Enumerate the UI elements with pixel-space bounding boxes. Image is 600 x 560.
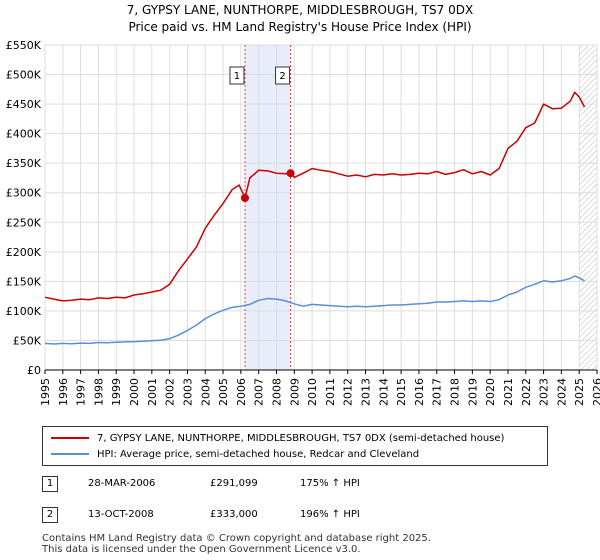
chart-title: 7, GYPSY LANE, NUNTHORPE, MIDDLESBROUGH,…: [126, 3, 474, 17]
footer-copyright: Contains HM Land Registry data © Crown c…: [42, 533, 431, 544]
transaction-number: 1: [42, 476, 58, 492]
y-tick-label: £50K: [13, 334, 42, 347]
x-tick-label: 2010: [306, 378, 319, 406]
y-tick-label: £300K: [6, 187, 42, 200]
y-tick-label: £100K: [6, 305, 42, 318]
legend: 7, GYPSY LANE, NUNTHORPE, MIDDLESBROUGH,…: [42, 426, 548, 466]
legend-item-hpi: HPI: Average price, semi-detached house,…: [51, 447, 419, 461]
transaction-hpi: 196% ↑ HPI: [300, 509, 360, 520]
x-tick-label: 2021: [502, 378, 515, 406]
x-tick-label: 2015: [395, 378, 408, 406]
chart-subtitle: Price paid vs. HM Land Registry's House …: [128, 20, 472, 34]
x-tick-label: 2000: [128, 378, 141, 406]
series-line-hpi: [44, 275, 585, 345]
price-chart: £0 £50K £100K £150K £200K £250K £300K £350K £400…: [6, 39, 600, 406]
x-tick-label: 2014: [377, 378, 390, 406]
x-tick-label: 2009: [288, 378, 301, 406]
plot-area: [44, 44, 598, 371]
x-tick-label: 2020: [484, 378, 497, 406]
x-tick-label: 2008: [270, 378, 283, 406]
x-tick-label: 2017: [431, 378, 444, 406]
transaction-point: [286, 169, 295, 178]
series-line-property: [44, 91, 586, 302]
y-tick-label: £450K: [6, 98, 42, 111]
x-tick-label: 1998: [92, 378, 105, 406]
legend-label-property: 7, GYPSY LANE, NUNTHORPE, MIDDLESBROUGH,…: [97, 432, 505, 444]
transaction-price: £333,000: [210, 509, 258, 520]
x-tick-label: 1996: [57, 378, 70, 406]
x-tick-label: 2001: [146, 378, 159, 406]
transaction-point: [240, 193, 249, 202]
transaction-hpi: 175% ↑ HPI: [300, 478, 360, 489]
y-tick-label: £0: [27, 364, 41, 377]
annotation-label: 2: [279, 71, 285, 82]
x-tick-label: 2002: [164, 378, 177, 406]
y-tick-label: £400K: [6, 128, 42, 141]
x-tick-label: 2006: [235, 378, 248, 406]
annotation-box: [229, 66, 245, 85]
annotation-label: 1: [234, 71, 240, 82]
x-tick-label: 1999: [110, 378, 123, 406]
legend-swatch-hpi: [51, 453, 89, 455]
y-tick-label: £200K: [6, 246, 42, 259]
x-tick-label: 2004: [199, 378, 212, 406]
x-tick-label: 2016: [413, 378, 426, 406]
x-tick-label: 1997: [75, 378, 88, 406]
transaction-price: £291,099: [210, 478, 258, 489]
x-tick-label: 2026: [591, 378, 600, 406]
x-tick-label: 2019: [466, 378, 479, 406]
transaction-date: 13-OCT-2008: [88, 509, 154, 520]
x-tick-label: 2007: [253, 378, 266, 406]
forecast-hatch: [579, 45, 597, 370]
x-tick-label: 2018: [449, 378, 462, 406]
y-tick-label: £550K: [6, 39, 42, 52]
x-tick-label: 1995: [39, 378, 52, 406]
x-tick-label: 2025: [573, 378, 586, 406]
y-tick-label: £500K: [6, 69, 42, 82]
x-tick-label: 2013: [360, 378, 373, 406]
x-tick-label: 2024: [555, 378, 568, 406]
transaction-number: 2: [42, 507, 58, 523]
x-tick-label: 2003: [181, 378, 194, 406]
footer-licence: This data is licensed under the Open Gov…: [42, 544, 361, 555]
annotation-box: [275, 66, 291, 85]
y-tick-label: £350K: [6, 157, 42, 170]
legend-swatch-property: [51, 437, 89, 439]
legend-label-hpi: HPI: Average price, semi-detached house,…: [97, 448, 420, 460]
x-tick-label: 2012: [342, 378, 355, 406]
x-tick-label: 2005: [217, 378, 230, 406]
legend-item-property: 7, GYPSY LANE, NUNTHORPE, MIDDLESBROUGH,…: [51, 431, 504, 445]
highlight-band: [244, 45, 291, 370]
y-tick-label: £250K: [6, 216, 42, 229]
x-tick-label: 2023: [538, 378, 551, 406]
transaction-date: 28-MAR-2006: [88, 478, 156, 489]
y-tick-label: £150K: [6, 275, 42, 288]
x-tick-label: 2011: [324, 378, 337, 406]
x-tick-label: 2022: [520, 378, 533, 406]
